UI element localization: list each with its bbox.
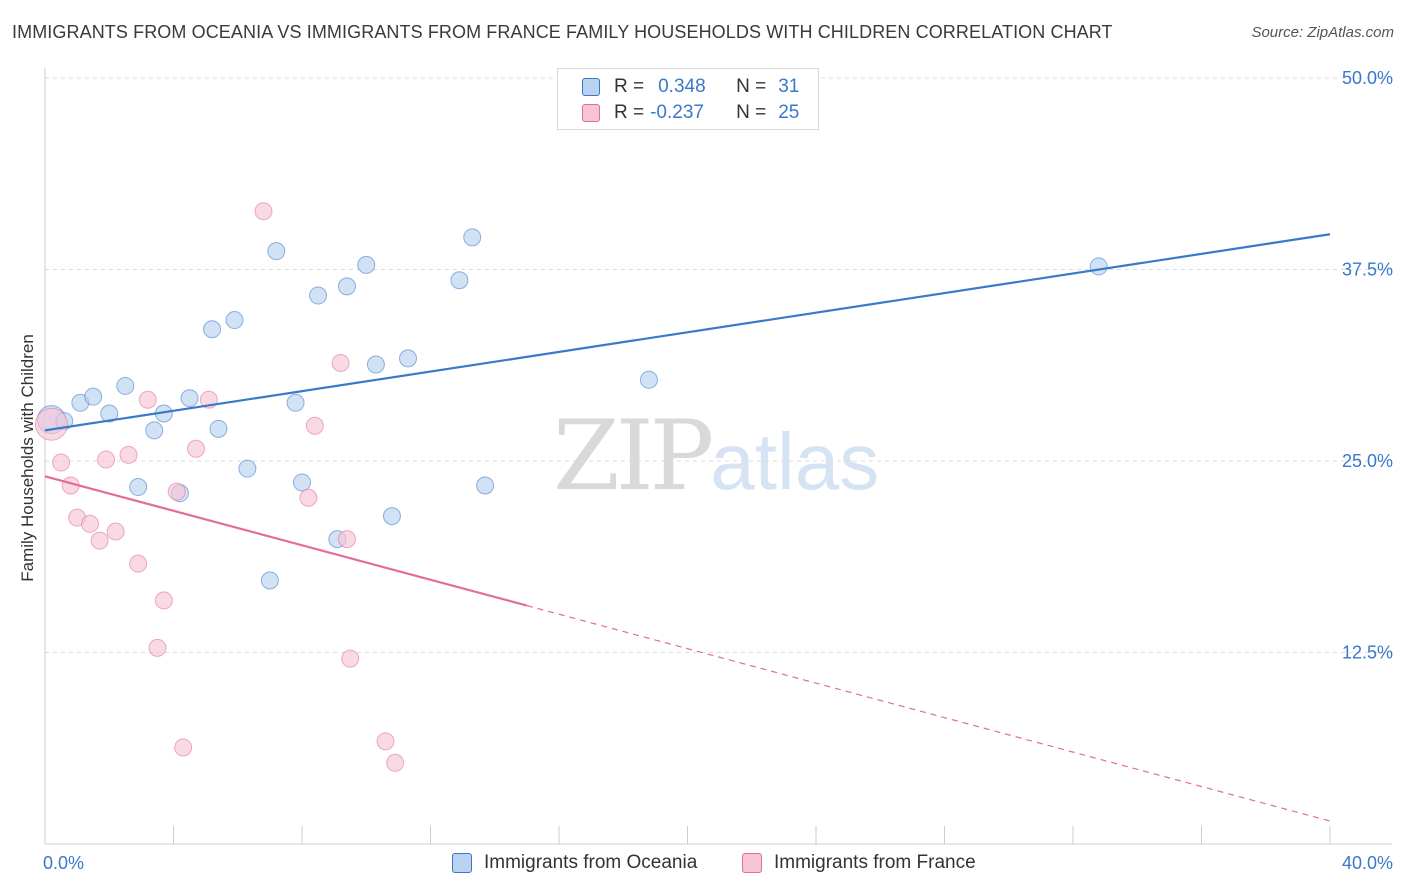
point-france [299,488,318,507]
point-france [186,439,205,458]
point-oceania [639,370,658,389]
series-legend-france[interactable]: Immigrants from France [742,852,976,874]
point-oceania [225,311,244,330]
y-tick-label: 12.5% [1342,643,1393,663]
y-tick-labels: 50.0% 37.5% 25.0% 12.5% [1342,68,1393,663]
trend-line-oceania [44,233,1331,432]
point-oceania [463,228,482,247]
point-france [119,445,138,464]
point-oceania [84,387,103,406]
axes [44,68,1392,845]
point-france [331,353,350,372]
point-oceania [180,389,199,408]
x-tick-label: 40.0% [1342,853,1393,873]
legend-r-value: 0.348 [658,76,706,97]
correlation-legend: R = 0.348 N = 31 R = -0.237 N = 25 [557,68,819,130]
trend-line-extrapolated-france [526,605,1331,822]
point-france [52,453,71,472]
point-france [154,591,173,610]
point-france [337,530,356,549]
point-oceania [309,286,328,305]
data-points [34,202,1108,772]
series-swatch-france [742,853,762,873]
point-oceania [366,355,385,374]
point-france [148,638,167,657]
point-oceania [286,393,305,412]
y-tick-label: 25.0% [1342,451,1393,471]
y-tick-label: 50.0% [1342,68,1393,88]
series-name-france: Immigrants from France [774,852,976,873]
series-legend-oceania[interactable]: Immigrants from Oceania [452,852,697,874]
series-legend: Immigrants from Oceania Immigrants from … [0,852,1406,878]
point-oceania [145,421,164,440]
point-oceania [1089,257,1108,276]
point-france [97,450,116,469]
point-oceania [100,404,119,423]
point-oceania [238,459,257,478]
legend-r-value: -0.237 [650,102,704,123]
trend-line-france [44,475,528,607]
legend-swatch-oceania [582,78,600,96]
point-oceania [129,478,148,497]
series-swatch-oceania [452,853,472,873]
point-france [254,202,273,221]
x-tick-labels: 0.0% 40.0% [43,853,1393,873]
point-france [376,732,395,751]
point-oceania [337,277,356,296]
legend-swatch-france [582,104,600,122]
point-france [34,407,68,441]
chart-source: Source: ZipAtlas.com [1251,24,1394,41]
point-france [129,554,148,573]
point-france [341,649,360,668]
gridlines [45,77,1392,653]
trend-lines [44,233,1331,822]
legend-r-label: R = [614,76,645,97]
point-oceania [450,271,469,290]
point-oceania [260,571,279,590]
point-france [386,753,405,772]
point-oceania [382,507,401,526]
point-france [90,531,109,550]
point-france [167,482,186,501]
point-france [305,416,324,435]
point-france [80,514,99,533]
point-france [138,390,157,409]
legend-n-label: N = [736,76,767,97]
point-oceania [267,242,286,261]
point-oceania [293,473,311,492]
legend-n-label: N = [736,102,767,123]
point-france [106,522,125,541]
legend-r-label: R = [614,102,645,123]
point-oceania [203,320,222,339]
y-tick-label: 37.5% [1342,260,1393,280]
point-oceania [399,349,418,368]
legend-row-oceania: R = 0.348 N = 31 [582,75,799,99]
point-oceania [476,476,495,495]
point-france [174,738,193,757]
x-tick-label: 0.0% [43,853,84,873]
point-oceania [209,419,228,438]
point-oceania [357,255,376,274]
legend-row-france: R = -0.237 N = 25 [582,101,799,125]
legend-n-value: 31 [778,76,800,97]
series-name-oceania: Immigrants from Oceania [484,852,698,873]
chart-title: IMMIGRANTS FROM OCEANIA VS IMMIGRANTS FR… [12,22,1113,42]
legend-n-value: 25 [778,102,800,123]
point-oceania [116,376,135,395]
